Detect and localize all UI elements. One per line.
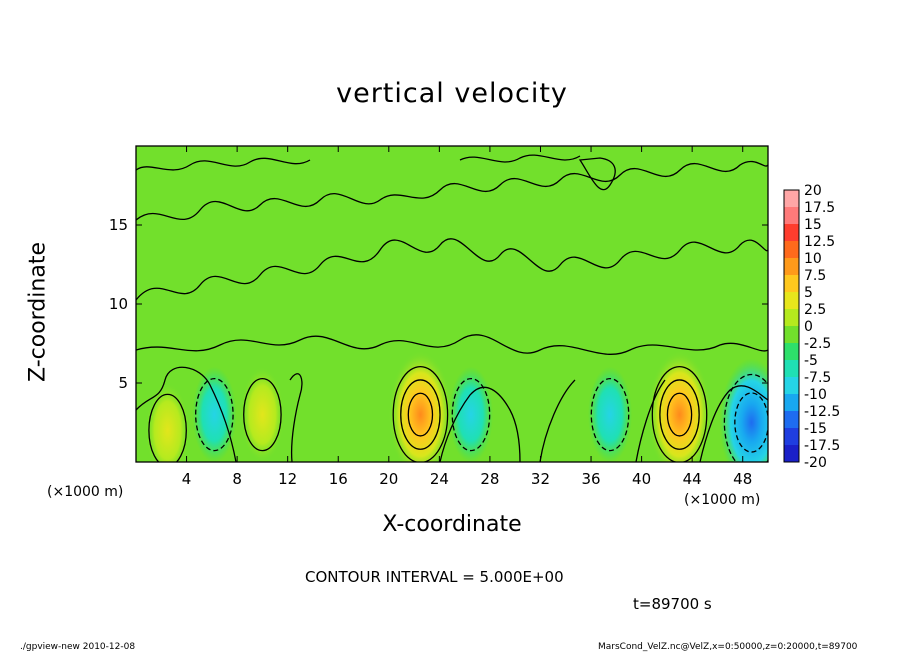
field-cell-updraft xyxy=(145,382,190,462)
colorbar-label: 5 xyxy=(804,285,813,301)
x-tick-label: 32 xyxy=(531,470,550,488)
colorbar-band xyxy=(784,241,799,258)
x-tick-label: 48 xyxy=(733,470,752,488)
colorbar-band xyxy=(784,292,799,309)
colorbar-label: -17.5 xyxy=(804,438,840,454)
contour-ring-updraft xyxy=(392,365,449,462)
x-axis-label: X-coordinate xyxy=(382,512,522,537)
colorbar-band xyxy=(784,309,799,326)
contour-ring-updraft xyxy=(659,379,700,450)
y-tick-label: 15 xyxy=(109,216,128,234)
colorbar-label: -15 xyxy=(804,421,827,437)
x-tick-label: 28 xyxy=(480,470,499,488)
contour-ring-downdraft xyxy=(590,377,630,452)
y-tick-label: 5 xyxy=(118,374,128,392)
time-label: t=89700 s xyxy=(633,595,712,613)
x-tick-label: 12 xyxy=(278,470,297,488)
footer-right: MarsCond_VelZ.nc@VelZ,x=0:50000,z=0:2000… xyxy=(598,642,858,652)
contour-ring-updraft xyxy=(651,365,708,462)
colorbar-band xyxy=(784,394,799,411)
colorbar-band xyxy=(784,190,799,207)
colorbar-label: -20 xyxy=(804,455,827,471)
y-tick-label: 10 xyxy=(109,295,128,313)
x-tick-label: 40 xyxy=(632,470,651,488)
x-tick-label: 20 xyxy=(379,470,398,488)
contour-interval-note: CONTOUR INTERVAL = 5.000E+00 xyxy=(305,568,564,586)
x-tick-label: 8 xyxy=(232,470,242,488)
colorbar-band xyxy=(784,326,799,343)
colorbar-band xyxy=(784,428,799,445)
field-cell-updraft xyxy=(647,350,712,462)
colorbar-label: 17.5 xyxy=(804,200,835,216)
colorbar-band xyxy=(784,224,799,241)
contour-ring-downdraft xyxy=(723,373,768,462)
field-cell-updraft xyxy=(388,350,453,462)
chart-title: vertical velocity xyxy=(336,78,568,109)
field-cell-downdraft xyxy=(588,366,632,462)
field-cell-downdraft xyxy=(448,366,493,462)
colorbar-label: 7.5 xyxy=(804,268,826,284)
colorbar-band xyxy=(784,360,799,377)
colorbar-band xyxy=(784,207,799,224)
contour-lines xyxy=(136,154,768,462)
x-tick-label: 16 xyxy=(329,470,348,488)
colorbar-band xyxy=(784,411,799,428)
contour-ring-updraft xyxy=(400,379,441,450)
x-tick-label: 36 xyxy=(581,470,600,488)
colorbar-band xyxy=(784,377,799,394)
colorbar-band xyxy=(784,445,799,462)
velocity-field xyxy=(145,350,768,462)
colorbar-band xyxy=(784,343,799,360)
colorbar: 2017.51512.5107.552.50-2.5-5-7.5-10-12.5… xyxy=(783,183,840,471)
colorbar-band xyxy=(784,275,799,292)
colorbar-label: 0 xyxy=(804,319,813,335)
contour-ring-updraft xyxy=(148,393,187,462)
colorbar-label: -2.5 xyxy=(804,336,831,352)
colorbar-label: 10 xyxy=(804,251,822,267)
cell-contours xyxy=(148,365,768,462)
field-cell-updraft xyxy=(240,366,285,462)
x-unit-label-left: (×1000 m) xyxy=(47,484,124,500)
colorbar-band xyxy=(784,258,799,275)
x-tick-label: 4 xyxy=(182,470,192,488)
colorbar-label: -10 xyxy=(804,387,827,403)
contour-ring-updraft xyxy=(666,392,693,437)
footer-left: ./gpview-new 2010-12-08 xyxy=(20,642,136,652)
contour-ring-downdraft xyxy=(451,377,491,452)
field-cell-downdraft xyxy=(719,358,768,462)
colorbar-label: -7.5 xyxy=(804,370,831,386)
colorbar-label: 15 xyxy=(804,217,822,233)
x-unit-label-right: (×1000 m) xyxy=(684,492,761,508)
contour-ring-downdraft xyxy=(734,392,768,453)
contour-ring-downdraft xyxy=(195,377,234,452)
colorbar-label: 2.5 xyxy=(804,302,826,318)
field-cell-downdraft xyxy=(192,366,237,462)
colorbar-label: 20 xyxy=(804,183,822,199)
y-axis-label: Z-coordinate xyxy=(25,242,51,382)
x-tick-label: 24 xyxy=(430,470,449,488)
contour-ring-updraft xyxy=(243,377,282,452)
colorbar-frame xyxy=(783,189,800,463)
colorbar-label: -12.5 xyxy=(804,404,840,420)
colorbar-label: -5 xyxy=(804,353,818,369)
colorbar-label: 12.5 xyxy=(804,234,835,250)
x-tick-label: 44 xyxy=(683,470,702,488)
contour-ring-updraft xyxy=(407,392,434,437)
